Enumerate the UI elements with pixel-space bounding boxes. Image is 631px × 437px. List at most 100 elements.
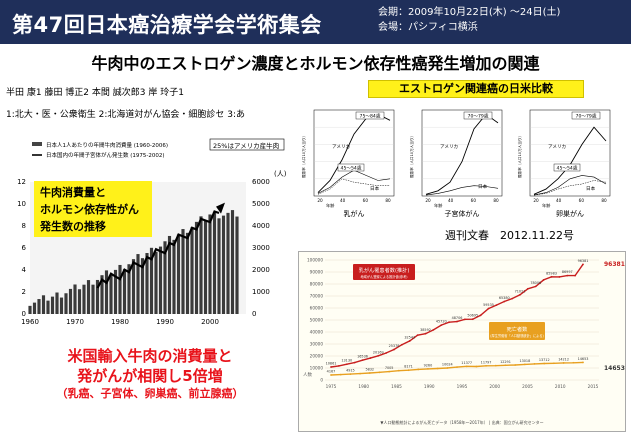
beef-right-tick: 1000 [252, 288, 270, 296]
deaths-value-labels: 4167 4915 5832 7005 8171 9260 10024 11377 11797 1… [327, 357, 589, 374]
beef-right-tick: 2000 [252, 266, 270, 274]
trend-value-label: 96381 [578, 259, 589, 263]
trend-point [553, 362, 555, 365]
beef-bar [46, 300, 50, 314]
beef-bar [176, 234, 181, 314]
trend-point [337, 364, 340, 367]
trend-point [408, 340, 411, 342]
trend-point [511, 297, 514, 300]
beef-bar [181, 229, 185, 314]
trend-value-label: 20169 [373, 350, 384, 354]
incidence-end-value: 96381 [604, 261, 625, 268]
trend-point [495, 304, 498, 307]
beef-x-axis: 1960 1970 1980 1990 2000 [21, 318, 219, 326]
trend-point [523, 363, 526, 366]
estrogen-x-tick: 20 [317, 198, 323, 203]
estrogen-y-label: 罹患率（人口10万人当り） [517, 134, 522, 178]
beef-bar [86, 280, 91, 314]
beef-x-tick: 1990 [156, 318, 174, 326]
trend-point [471, 318, 474, 321]
beef-bar [82, 284, 86, 314]
estrogen-x-tick: 80 [385, 198, 391, 203]
beef-bar [140, 258, 145, 314]
conclusion: 米国輸入牛肉の消費量と 発がんが相関し5倍増 （乳癌、子宮体、卵巣癌、前立腺癌） [0, 346, 300, 402]
incidence-title: 乳がん罹患者数(推計) [359, 266, 410, 274]
beef-bar [122, 269, 127, 314]
japan-series-label: 日本 [478, 183, 488, 190]
estrogen-x-tick: 60 [363, 198, 369, 203]
beef-x-tick: 1970 [66, 318, 84, 326]
trend-point [542, 279, 545, 281]
trend-value-label: 7005 [385, 366, 394, 370]
beef-bar [50, 296, 55, 314]
trend-point [514, 364, 517, 366]
trend-point [424, 332, 427, 335]
beef-x-tick: 1960 [21, 318, 39, 326]
trend-value-label: 11797 [481, 360, 492, 364]
trend-y-tick: 50000 [310, 318, 324, 323]
us-share-annotation-box [209, 138, 285, 151]
trend-y-unit: 人数 [303, 371, 312, 378]
beef-bar [208, 214, 212, 314]
beef-bar [212, 211, 217, 314]
trend-y-axis: 1000009000080000700006000050000400003000… [307, 258, 323, 383]
incidence-label-box [353, 264, 415, 280]
beef-left-tick: 4 [22, 266, 27, 274]
beef-bars [28, 210, 239, 314]
trend-value-label: 13018 [519, 359, 530, 363]
estrogen-chart-title: エストロゲン関連癌の日米比較 [368, 80, 584, 98]
trend-y-tick: 10000 [310, 366, 324, 371]
age-band-label: 75〜84歳 [360, 113, 381, 120]
beef-bar [32, 302, 37, 314]
beef-bar [68, 288, 73, 314]
conference-dates: 会期：2009年10月22日(木) 〜24日(土) [378, 7, 561, 18]
estrogen-x-tick: 40 [340, 198, 346, 203]
trend-point [361, 359, 364, 362]
trend-x-axis: 1975 1980 1985 1990 1995 2000 2005 2010 2015 [326, 384, 599, 389]
trend-y-tick: 40000 [310, 330, 324, 335]
beef-left-tick: 2 [22, 288, 26, 296]
beef-bar [127, 264, 131, 314]
trend-point [550, 275, 553, 278]
beef-chart: 日本人1人あたりの年間牛肉消費量 (1960-2006) 日本国内の年間子宮体が… [17, 138, 287, 326]
age-band-box [571, 111, 601, 120]
trend-y-tick: 20000 [310, 354, 324, 359]
beef-bar [55, 292, 59, 314]
trend-arrow-icon [216, 202, 225, 214]
beef-bar [230, 210, 235, 314]
trend-value-label: 48706 [452, 316, 463, 320]
beef-bar [100, 275, 104, 314]
trend-point [485, 364, 487, 367]
incidence-points [330, 263, 584, 368]
beef-bar [221, 215, 226, 314]
trend-point [378, 371, 381, 374]
estrogen-x-axis-label: 年齢 [326, 202, 335, 209]
trend-x-tick: 1990 [424, 384, 435, 389]
trend-point [566, 274, 569, 277]
estrogen-x-tick: 60 [579, 198, 585, 203]
trend-value-label: 4167 [327, 369, 336, 373]
trend-footer: ▼人口動態統計によるがん死亡データ（1958年〜2017年） | 出典：国立がん… [380, 419, 543, 425]
estrogen-x-tick: 80 [493, 198, 499, 203]
japan-rate-line [533, 175, 607, 196]
trend-value-label: 45720 [436, 320, 447, 324]
trend-point [519, 293, 521, 296]
beef-right-tick: 6000 [252, 178, 270, 186]
trend-point [400, 343, 403, 346]
age-band-box-2 [337, 163, 365, 172]
trend-value-label: 10861 [326, 361, 337, 365]
trend-point [543, 362, 546, 365]
beef-bar [109, 274, 113, 314]
legend-bar-label: 日本人1人あたりの年間牛肉消費量 (1960-2006) [46, 141, 168, 149]
beef-caption-line-3: 発生数の推移 [40, 220, 106, 233]
breast-cancer-trend-chart: 人数 1000009000080000700006000050000400003… [299, 252, 625, 431]
beef-bar [37, 299, 41, 314]
trend-value-label: 10024 [442, 362, 453, 366]
trend-point [432, 328, 435, 331]
trend-point [388, 370, 391, 373]
trend-point [377, 354, 380, 357]
estrogen-x-tick: 20 [425, 198, 431, 203]
age-band-box [355, 111, 385, 120]
deaths-title: 死亡者数 [507, 325, 529, 333]
trend-point [582, 263, 584, 266]
